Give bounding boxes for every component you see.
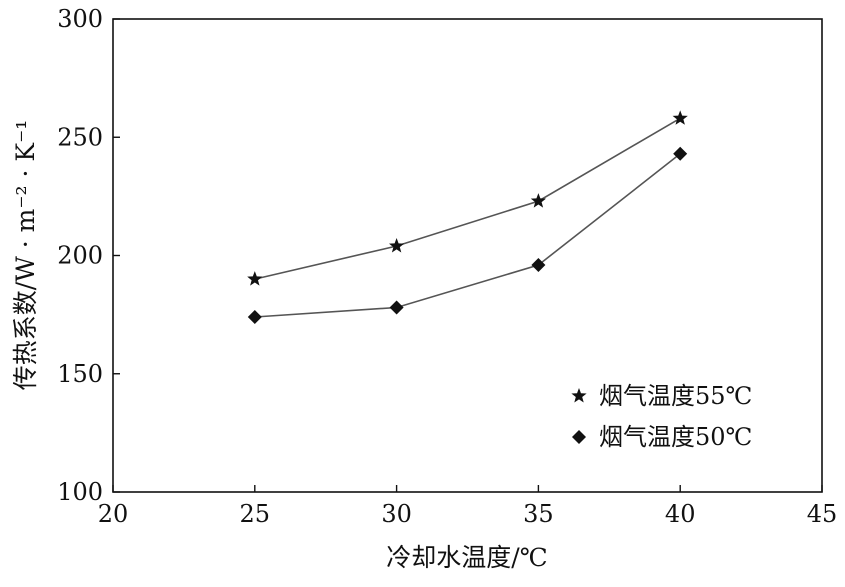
x-tick-label: 20 — [98, 500, 129, 528]
diamond-marker — [389, 300, 404, 315]
diamond-marker — [673, 146, 688, 161]
y-tick-label: 150 — [57, 360, 103, 388]
diamond-marker — [531, 257, 546, 272]
legend-label-55: 烟气温度55℃ — [599, 382, 752, 410]
x-tick-label: 25 — [240, 500, 271, 528]
series-line-0 — [254, 117, 681, 280]
y-tick-label: 250 — [57, 123, 103, 151]
y-tick-label: 200 — [57, 242, 103, 270]
legend-diamond-marker — [572, 430, 586, 444]
x-tick-label: 35 — [523, 500, 554, 528]
legend-label-50: 烟气温度50℃ — [599, 423, 752, 451]
y-tick-label: 100 — [57, 478, 103, 506]
star-marker — [530, 193, 547, 208]
ticks-layer: 20 25 30 35 40 45 100 150 200 250 300 — [57, 5, 837, 528]
star-marker — [247, 271, 263, 286]
star-marker — [388, 238, 405, 253]
plot-frame — [112, 18, 823, 493]
y-tick-label: 300 — [57, 5, 103, 33]
y-axis-title: 传热系数/W · m⁻² · K⁻¹ — [11, 120, 40, 391]
x-tick-label: 30 — [381, 500, 412, 528]
x-tick-label: 40 — [665, 500, 696, 528]
series-line-1 — [254, 153, 681, 318]
star-marker — [672, 110, 688, 125]
x-axis-title: 冷却水温度/℃ — [386, 543, 547, 572]
legend: 烟气温度55℃ 烟气温度50℃ — [571, 382, 752, 451]
diamond-marker — [247, 309, 262, 324]
x-tick-label: 45 — [807, 500, 838, 528]
legend-star-marker — [571, 388, 587, 403]
series-layer — [247, 110, 688, 324]
